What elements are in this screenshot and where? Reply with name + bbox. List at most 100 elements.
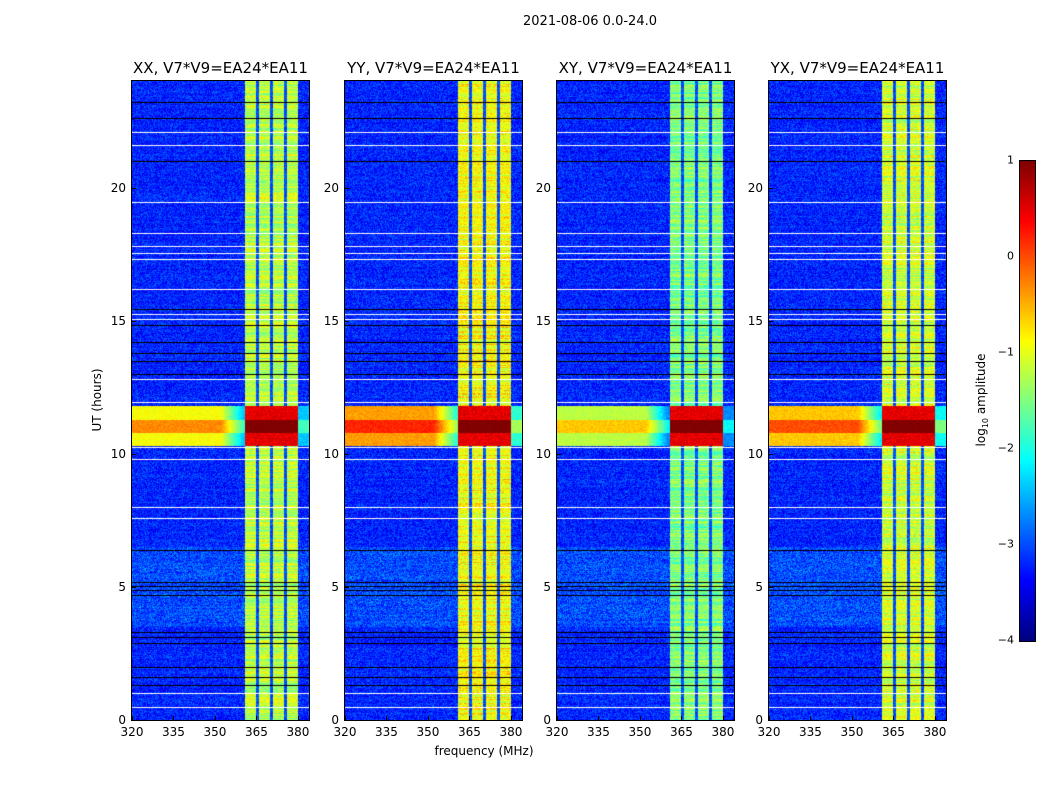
x-tick-label: 365 — [670, 725, 693, 739]
y-tick-mark — [557, 187, 561, 189]
colorbar-tick-label: 1 — [1007, 153, 1014, 167]
y-tick-mark — [769, 720, 773, 721]
x-tick-label: 320 — [333, 725, 357, 739]
x-tick-mark — [214, 716, 216, 720]
y-tick-label: 20 — [747, 180, 763, 195]
figure-title: 2021-08-06 0.0-24.0 — [523, 14, 657, 29]
y-tick-label: 10 — [747, 446, 763, 461]
y-tick-label: 20 — [110, 180, 126, 195]
y-tick-label: 15 — [747, 313, 763, 328]
x-tick-label: 335 — [375, 725, 398, 739]
y-tick-label: 10 — [535, 446, 551, 461]
y-tick-label: 5 — [118, 579, 126, 594]
spectrogram-panel: YY, V7*V9=EA24*EA11 320 335 350 365 380 0 5 10 15… — [324, 59, 523, 739]
colorbar-tick-label: −4 — [997, 633, 1014, 647]
x-tick-label: 380 — [286, 725, 310, 739]
y-tick-label: 0 — [755, 713, 763, 727]
x-tick-mark — [173, 716, 175, 720]
y-tick-mark — [769, 187, 773, 189]
x-tick-label: 380 — [711, 725, 735, 739]
y-tick-mark — [769, 453, 773, 455]
y-tick-label: 10 — [110, 446, 126, 461]
x-tick-mark — [810, 716, 812, 720]
y-tick-mark — [557, 586, 561, 588]
y-tick-mark — [769, 320, 773, 322]
x-tick-mark — [256, 716, 258, 720]
spectrogram-panel: XX, V7*V9=EA24*EA11 320 335 350 365 380 0 5 10 15… — [111, 59, 310, 739]
y-tick-mark — [132, 453, 136, 455]
colorbar-tick-label: 0 — [1007, 249, 1014, 263]
x-axis-label: frequency (MHz) — [434, 744, 534, 758]
x-tick-mark — [427, 716, 429, 720]
x-tick-label: 350 — [203, 725, 227, 739]
x-tick-mark — [722, 716, 724, 720]
x-tick-label: 350 — [416, 725, 440, 739]
y-tick-label: 15 — [323, 313, 339, 328]
y-tick-mark — [345, 453, 349, 455]
y-tick-mark — [132, 586, 136, 588]
heatmap-image — [557, 81, 734, 720]
x-tick-label: 320 — [757, 725, 781, 739]
y-tick-mark — [345, 187, 349, 189]
x-tick-mark — [557, 716, 558, 720]
y-tick-mark — [557, 320, 561, 322]
x-tick-mark — [769, 716, 770, 720]
panel-title: YY, V7*V9=EA24*EA11 — [347, 59, 520, 77]
x-tick-mark — [639, 716, 641, 720]
y-tick-mark — [557, 720, 561, 721]
x-tick-mark — [386, 716, 388, 720]
x-tick-label: 365 — [245, 725, 268, 739]
x-tick-label: 335 — [799, 725, 822, 739]
y-tick-label: 5 — [543, 579, 551, 594]
x-tick-label: 380 — [923, 725, 947, 739]
y-tick-mark — [557, 453, 561, 455]
y-tick-label: 15 — [110, 313, 126, 328]
y-tick-mark — [132, 320, 136, 322]
y-tick-label: 10 — [323, 446, 339, 461]
y-tick-mark — [132, 187, 136, 189]
colorbar-tick-label: −3 — [997, 537, 1014, 551]
y-tick-mark — [769, 586, 773, 588]
x-tick-label: 380 — [499, 725, 523, 739]
panel-title: XX, V7*V9=EA24*EA11 — [133, 59, 308, 77]
y-tick-label: 0 — [331, 713, 339, 727]
spectrogram-panel: YX, V7*V9=EA24*EA11 320 335 350 365 380 0 5 10 15… — [748, 59, 947, 739]
heatmap-image — [345, 81, 522, 720]
x-tick-label: 320 — [545, 725, 569, 739]
x-tick-mark — [598, 716, 600, 720]
x-tick-mark — [132, 716, 133, 720]
heatmap-image — [769, 81, 946, 720]
x-tick-mark — [469, 716, 471, 720]
x-tick-label: 350 — [840, 725, 864, 739]
x-tick-mark — [893, 716, 895, 720]
y-tick-label: 15 — [535, 313, 551, 328]
y-tick-mark — [345, 320, 349, 322]
y-tick-label: 20 — [535, 180, 551, 195]
colorbar-tick-label: −1 — [997, 345, 1014, 359]
colorbar-label: log10 amplitude — [973, 353, 991, 447]
x-tick-label: 335 — [162, 725, 185, 739]
y-tick-label: 5 — [331, 579, 339, 594]
y-tick-label: 0 — [543, 713, 551, 727]
y-tick-mark — [345, 720, 349, 721]
x-tick-mark — [345, 716, 346, 720]
x-tick-label: 365 — [458, 725, 481, 739]
panel-title: XY, V7*V9=EA24*EA11 — [558, 59, 733, 77]
x-tick-mark — [851, 716, 853, 720]
y-axis-label: UT (hours) — [90, 368, 104, 432]
y-tick-label: 20 — [323, 180, 339, 195]
y-tick-mark — [132, 720, 136, 721]
x-tick-mark — [681, 716, 683, 720]
x-tick-label: 350 — [628, 725, 652, 739]
colorbar-tick-label: −2 — [997, 441, 1014, 455]
spectrogram-panel: XY, V7*V9=EA24*EA11 320 335 350 365 380 0 5 10 15… — [536, 59, 735, 739]
colorbar — [1019, 160, 1036, 642]
heatmap-image — [132, 81, 309, 720]
x-tick-label: 335 — [587, 725, 610, 739]
panel-title: YX, V7*V9=EA24*EA11 — [770, 59, 945, 77]
y-tick-label: 0 — [118, 713, 126, 727]
x-tick-mark — [934, 716, 936, 720]
x-tick-label: 320 — [120, 725, 144, 739]
y-tick-label: 5 — [755, 579, 763, 594]
